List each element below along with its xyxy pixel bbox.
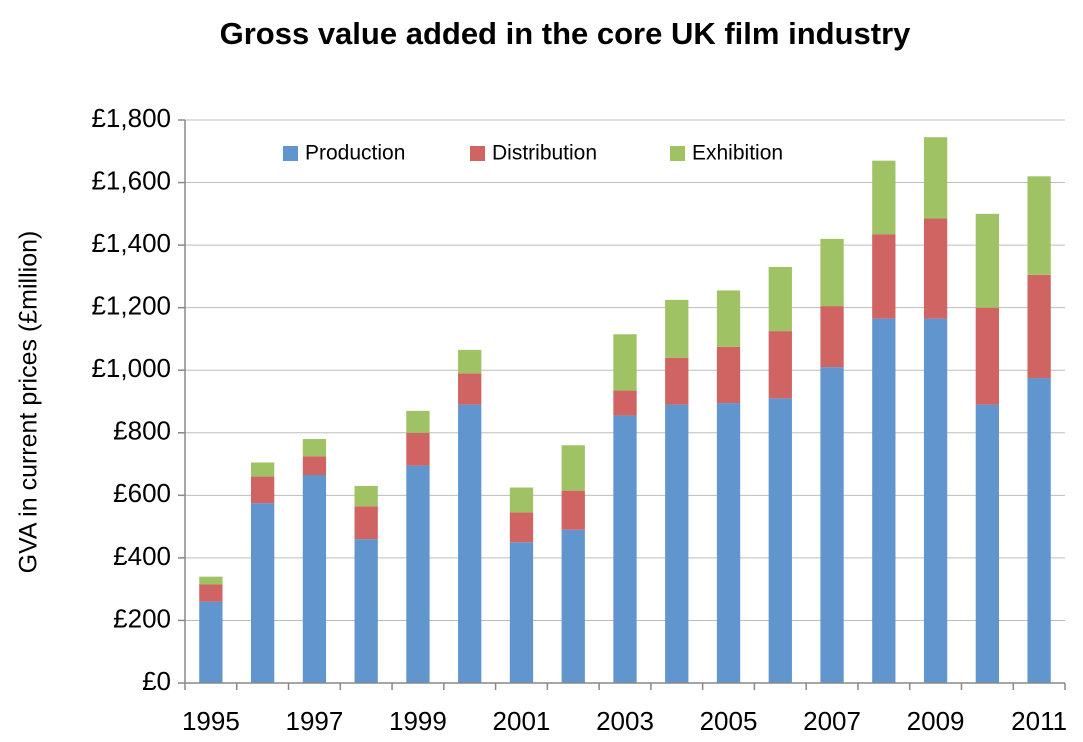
y-tick-label: £400 — [113, 541, 171, 571]
bar-segment — [716, 403, 741, 683]
y-tick-label: £1,600 — [91, 165, 171, 195]
bar-segment — [509, 542, 534, 683]
x-tick-label: 2007 — [803, 706, 861, 736]
x-tick-label: 2011 — [1011, 706, 1067, 736]
bar-segment — [768, 398, 792, 683]
y-tick-label: £1,800 — [91, 103, 171, 133]
bar-segment — [561, 490, 585, 530]
x-tick-label: 1995 — [182, 706, 240, 736]
bar-segment — [561, 445, 585, 491]
bar-segment — [302, 439, 327, 457]
bar-segment — [251, 503, 275, 683]
bar-segment — [975, 213, 999, 308]
bar-segment — [872, 234, 896, 319]
bar-segment — [923, 218, 948, 319]
bar-segment — [251, 462, 275, 477]
bar-segment — [820, 306, 844, 368]
legend-label: Production — [305, 142, 405, 165]
bar-segment — [354, 539, 378, 683]
y-tick-label: £800 — [113, 416, 171, 446]
bar-segment — [1027, 378, 1051, 683]
bar-segment — [1027, 274, 1051, 379]
x-tick-label: 2005 — [700, 706, 758, 736]
bar-segment — [509, 512, 534, 543]
legend-swatch — [470, 146, 485, 161]
y-axis-title: GVA in current prices (£million) — [15, 231, 43, 574]
bar-segment — [302, 456, 327, 476]
bar-segment — [768, 267, 792, 332]
bar-segment — [872, 160, 896, 235]
bar-segment — [820, 367, 844, 683]
bar-segment — [354, 485, 378, 507]
bar-segment — [1027, 176, 1051, 275]
bar-segment — [716, 346, 741, 404]
legend-swatch — [283, 146, 298, 161]
x-tick-label: 2003 — [596, 706, 654, 736]
bar-segment — [613, 390, 637, 416]
bar-segment — [975, 307, 999, 405]
y-tick-label: £0 — [142, 666, 171, 696]
y-tick-label: £1,000 — [91, 353, 171, 383]
legend-label: Distribution — [492, 142, 597, 165]
bar-segment — [406, 465, 430, 683]
bar-segment — [665, 404, 689, 683]
x-tick-label: 1997 — [285, 706, 343, 736]
x-tick-label: 1999 — [389, 706, 447, 736]
x-tick-label: 2009 — [907, 706, 965, 736]
bar-segment — [975, 404, 999, 683]
x-tick-label: 2001 — [493, 706, 551, 736]
bar-segment — [406, 410, 430, 433]
bar-segment — [665, 299, 689, 358]
bar-segment — [768, 331, 792, 399]
legend-label: Exhibition — [692, 142, 783, 165]
y-tick-label: £1,400 — [91, 228, 171, 258]
bar-segment — [406, 432, 430, 466]
bar-segment — [923, 137, 948, 219]
bar-segment — [613, 334, 637, 391]
y-tick-label: £600 — [113, 478, 171, 508]
bar-segment — [199, 584, 223, 602]
y-tick-label: £200 — [113, 603, 171, 633]
bar-segment — [716, 290, 741, 347]
chart-title: Gross value added in the core UK film in… — [220, 16, 912, 51]
bar-segment — [458, 373, 482, 405]
bar-segment — [458, 404, 482, 683]
bar-segment — [872, 318, 896, 683]
bar-segment — [923, 318, 948, 683]
y-tick-label: £1,200 — [91, 291, 171, 321]
bar-segment — [665, 357, 689, 405]
bar-segment — [354, 506, 378, 540]
bar-segment — [820, 238, 844, 307]
bar-segment — [251, 476, 275, 504]
bar-segment — [199, 601, 223, 683]
bar-segment — [199, 576, 223, 585]
legend-swatch — [670, 146, 685, 161]
bar-segment — [561, 529, 585, 683]
bar-segment — [302, 475, 327, 683]
bar-segment — [509, 487, 534, 513]
bar-segment — [458, 349, 482, 374]
bar-segment — [613, 415, 637, 683]
